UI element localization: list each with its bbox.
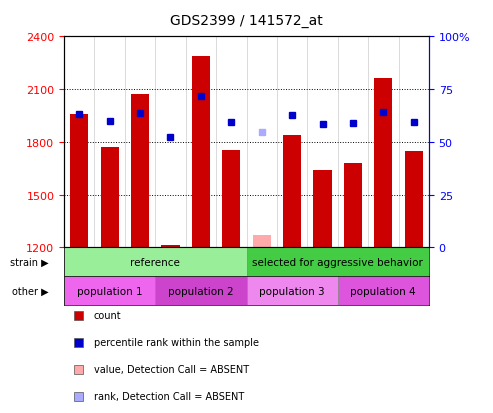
Text: percentile rank within the sample: percentile rank within the sample: [94, 337, 259, 347]
Bar: [101, 148, 119, 248]
Bar: [338, 277, 429, 306]
Bar: [344, 164, 362, 248]
Text: count: count: [94, 311, 121, 320]
Bar: [314, 171, 332, 248]
Text: other ▶: other ▶: [12, 286, 49, 296]
Text: population 1: population 1: [77, 286, 142, 296]
Bar: [222, 150, 241, 248]
Bar: [161, 245, 179, 248]
Text: population 2: population 2: [168, 286, 234, 296]
Bar: [131, 95, 149, 248]
Bar: [70, 114, 88, 248]
Text: population 4: population 4: [351, 286, 416, 296]
Text: selected for aggressive behavior: selected for aggressive behavior: [252, 257, 423, 267]
Text: reference: reference: [130, 257, 180, 267]
Bar: [246, 277, 338, 306]
Bar: [283, 135, 301, 248]
Bar: [64, 248, 246, 277]
Bar: [155, 277, 246, 306]
Bar: [252, 235, 271, 248]
Bar: [64, 277, 155, 306]
Text: population 3: population 3: [259, 286, 325, 296]
Text: rank, Detection Call = ABSENT: rank, Detection Call = ABSENT: [94, 391, 244, 401]
Bar: [192, 57, 210, 248]
Text: strain ▶: strain ▶: [10, 257, 49, 267]
Bar: [405, 151, 423, 248]
Text: value, Detection Call = ABSENT: value, Detection Call = ABSENT: [94, 364, 249, 374]
Bar: [374, 79, 392, 248]
Text: GDS2399 / 141572_at: GDS2399 / 141572_at: [170, 14, 323, 28]
Bar: [246, 248, 429, 277]
